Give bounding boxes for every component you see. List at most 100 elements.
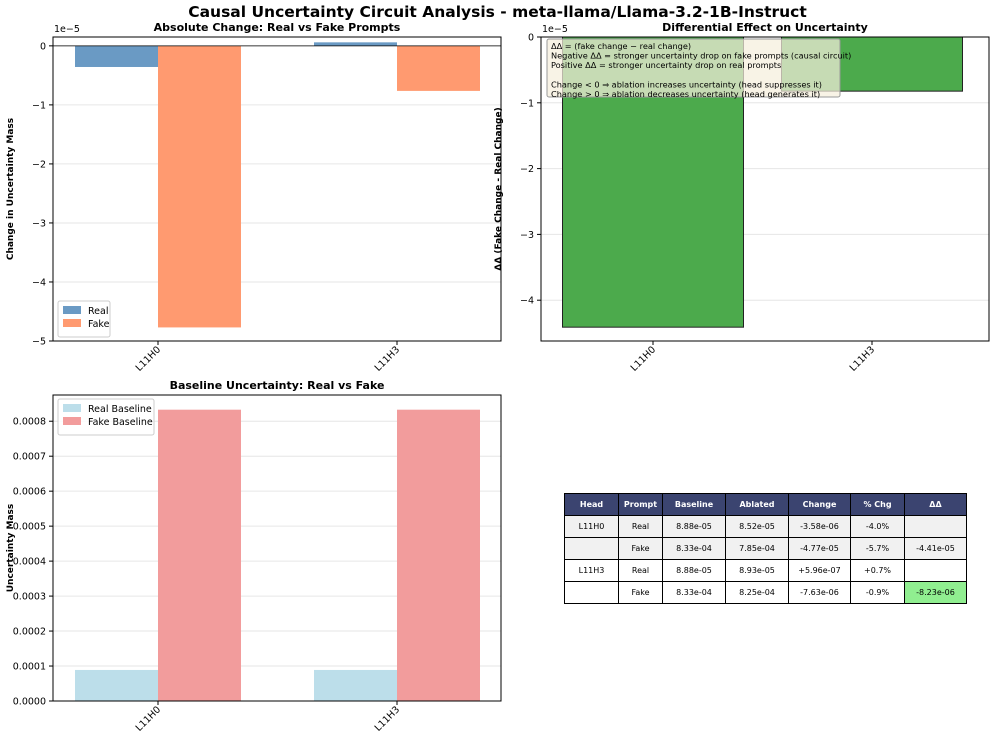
cell-baseline: 8.88e-05 (662, 515, 726, 538)
cell-head (564, 537, 619, 560)
baseline_uncertainty-bar-fake-baseline-l11h0 (158, 409, 241, 701)
table-header-row: Head Prompt Baseline Ablated Change % Ch… (564, 493, 967, 516)
cell-ablated: 7.85e-04 (725, 537, 789, 560)
offset-label: 1e−5 (54, 24, 80, 35)
baseline_uncertainty-bar-fake-baseline-l11h3 (397, 409, 480, 701)
cell-change: +5.96e-07 (788, 559, 851, 582)
y-tick-label: −2 (520, 164, 534, 175)
annotation-box: ΔΔ = (fake change − real change)Negative… (546, 38, 851, 99)
baseline_uncertainty-panel: 0.0000 0.0001 0.0002 0.0003 0.0004 0.0005 0.00… (6, 379, 502, 734)
col-header-delta-delta: ΔΔ (904, 493, 967, 516)
col-header-head: Head (564, 493, 619, 516)
y-tick-label: −4 (520, 296, 534, 307)
col-header-ablated: Ablated (725, 493, 789, 516)
cell-head (564, 581, 619, 604)
y-tick-label: 0.0002 (13, 627, 46, 638)
y-tick-label: 0.0008 (13, 417, 46, 428)
differential_effect-title: Differential Effect on Uncertainty (662, 21, 868, 34)
col-header-prompt: Prompt (618, 493, 663, 516)
y-tick-label: −3 (32, 218, 46, 229)
cell-head: L11H3 (564, 559, 619, 582)
absolute_change-panel: 0 −1 −2 −3 −4 −5 L11H0 L11H3 Absolute Change: Re… (6, 21, 502, 374)
cell-pct-change: -5.7% (850, 537, 905, 560)
cell-change: -3.58e-06 (788, 515, 851, 538)
legend-label: Fake Baseline (88, 417, 153, 428)
differential_effect-ylabel: ΔΔ (Fake Change - Real Change) (494, 107, 504, 270)
cell-delta-delta: -8.23e-06 (904, 581, 967, 604)
cell-delta-delta (904, 559, 967, 582)
legend-label: Real (88, 306, 108, 317)
y-tick-label: 0.0003 (13, 592, 46, 603)
absolute_change-title: Absolute Change: Real vs Fake Prompts (154, 21, 401, 34)
annotation-line: Positive ΔΔ = stronger uncertainty drop … (551, 60, 781, 70)
cell-baseline: 8.33e-04 (662, 537, 726, 560)
cell-head: L11H0 (564, 515, 619, 538)
cell-ablated: 8.25e-04 (725, 581, 789, 604)
differential_effect-panel: 0 −1 −2 −3 −4 L11H0 L11H3 Differential Effect o… (494, 21, 990, 374)
x-tick-label: L11H0 (134, 344, 163, 373)
x-tick-label: L11H0 (629, 344, 658, 373)
baseline_uncertainty-title: Baseline Uncertainty: Real vs Fake (170, 379, 385, 392)
x-tick-label: L11H3 (848, 344, 877, 373)
legend-label: Real Baseline (88, 404, 152, 415)
y-tick-label: 0.0001 (13, 662, 46, 673)
cell-baseline: 8.33e-04 (662, 581, 726, 604)
col-header-baseline: Baseline (662, 493, 726, 516)
y-tick-label: 0.0007 (13, 452, 46, 463)
cell-delta-delta: -4.41e-05 (904, 537, 967, 560)
cell-delta-delta (904, 515, 967, 538)
absolute_change-bar-fake-l11h0 (158, 45, 241, 328)
cell-prompt: Fake (618, 581, 663, 604)
legend-swatch (63, 417, 81, 425)
cell-ablated: 8.93e-05 (725, 559, 789, 582)
annotation-frame (546, 38, 841, 98)
y-tick-label: −5 (32, 337, 46, 348)
y-tick-label: 0.0004 (13, 557, 46, 568)
axes-frame (52, 36, 502, 342)
figure-title: Causal Uncertainty Circuit Analysis - me… (188, 3, 807, 21)
axes-frame (52, 394, 502, 702)
baseline_uncertainty-ylabel: Uncertainty Mass (6, 504, 16, 593)
table-row: Fake 8.33e-04 7.85e-04 -4.77e-05 -5.7% -… (564, 537, 967, 560)
cell-pct-change: +0.7% (850, 559, 905, 582)
legend-swatch (63, 306, 81, 314)
legend-label: Fake (88, 319, 110, 330)
baseline_uncertainty-bar-real-baseline-l11h0 (75, 669, 158, 701)
table-row: Fake 8.33e-04 8.25e-04 -7.63e-06 -0.9% -… (564, 581, 967, 604)
col-header-pct-change: % Chg (850, 493, 905, 516)
results-table: Head Prompt Baseline Ablated Change % Ch… (564, 493, 967, 604)
absolute_change-ylabel: Change in Uncertainty Mass (6, 118, 16, 260)
annotation-line: ΔΔ = (fake change − real change) (551, 41, 691, 51)
absolute_change-bar-fake-l11h3 (397, 45, 480, 91)
cell-baseline: 8.88e-05 (662, 559, 726, 582)
y-tick-label: −1 (520, 98, 534, 109)
y-tick-label: −1 (32, 100, 46, 111)
legend-swatch (63, 319, 81, 327)
y-tick-label: 0 (528, 33, 534, 44)
cell-pct-change: -4.0% (850, 515, 905, 538)
legend-box (57, 398, 155, 436)
legend-swatch (63, 404, 81, 412)
offset-label: 1e−5 (542, 24, 568, 35)
x-tick-label: L11H3 (373, 344, 402, 373)
x-tick-label: L11H0 (134, 704, 163, 733)
table-row: L11H3 Real 8.88e-05 8.93e-05 +5.96e-07 +… (564, 559, 967, 582)
cell-prompt: Real (618, 515, 663, 538)
absolute_change-bar-real-l11h0 (75, 45, 158, 67)
y-tick-label: 0.0006 (13, 487, 46, 498)
x-tick-label: L11H3 (373, 704, 402, 733)
cell-change: -4.77e-05 (788, 537, 851, 560)
cell-ablated: 8.52e-05 (725, 515, 789, 538)
baseline_uncertainty-legend: Real Baseline Fake Baseline (57, 398, 155, 436)
baseline_uncertainty-bar-real-baseline-l11h3 (314, 669, 397, 701)
y-tick-label: −4 (32, 277, 46, 288)
y-tick-label: 0.0000 (13, 697, 46, 708)
cell-prompt: Fake (618, 537, 663, 560)
y-tick-label: −3 (520, 230, 534, 241)
cell-prompt: Real (618, 559, 663, 582)
table-row: L11H0 Real 8.88e-05 8.52e-05 -3.58e-06 -… (564, 515, 967, 538)
absolute_change-legend: Real Fake (57, 300, 111, 338)
y-tick-label: 0 (40, 41, 46, 52)
annotation-line: Change < 0 ⇒ ablation increases uncertai… (551, 79, 822, 89)
